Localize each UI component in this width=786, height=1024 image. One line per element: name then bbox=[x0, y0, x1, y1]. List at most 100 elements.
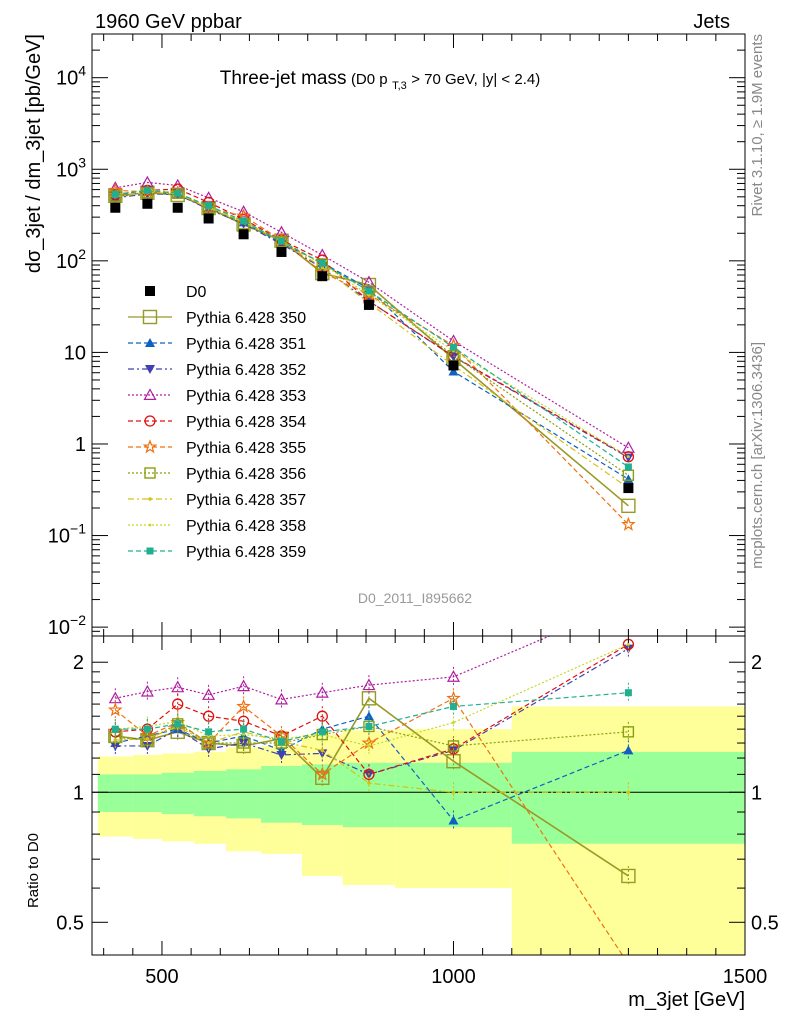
band-inner bbox=[161, 772, 195, 815]
y-tick-label-top: 103 bbox=[56, 154, 86, 181]
series-357-line-ratio bbox=[115, 725, 629, 793]
mcplots-label: mcplots.cern.ch [arXiv:1306.3436] bbox=[749, 342, 766, 569]
y-tick-label-top: 10 bbox=[64, 342, 86, 364]
marker-star bbox=[315, 766, 330, 781]
marker-square bbox=[174, 189, 182, 197]
marker-square bbox=[318, 728, 326, 736]
marker-triangle-up-open bbox=[202, 688, 216, 700]
header-collision: 1960 GeV ppbar bbox=[95, 11, 242, 33]
marker-dot bbox=[242, 733, 246, 736]
band-inner bbox=[226, 769, 262, 819]
legend-label: Pythia 6.428 357 bbox=[186, 492, 306, 509]
rivet-version-label: Rivet 3.1.10, ≥ 1.9M events bbox=[749, 34, 766, 217]
y-tick-label-top: 10−1 bbox=[48, 521, 86, 548]
marker-triangle-up bbox=[448, 815, 459, 825]
y-tick-label-ratio-left: 0.5 bbox=[56, 912, 84, 934]
marker-square-open bbox=[315, 770, 330, 786]
series-355-line-ratio bbox=[114, 697, 624, 955]
marker-star bbox=[142, 439, 158, 454]
marker-square bbox=[205, 202, 213, 210]
series-356-line-ratio bbox=[115, 723, 629, 747]
marker-triangle-down bbox=[145, 365, 155, 374]
marker-circle-open bbox=[363, 768, 375, 781]
legend: D0 Pythia 6.428 350 Pythia 6.428 351 Pythia… bbox=[128, 284, 306, 561]
y-tick-label-top: 10−2 bbox=[48, 612, 86, 639]
marker-square-open bbox=[275, 235, 288, 248]
legend-label: Pythia 6.428 351 bbox=[186, 336, 306, 353]
legend-label: Pythia 6.428 355 bbox=[186, 440, 306, 457]
marker-triangle-up-open bbox=[362, 678, 376, 691]
marker-triangle-up-open bbox=[143, 388, 157, 400]
marker-triangle-up-open bbox=[237, 679, 251, 692]
marker-square-open bbox=[447, 740, 460, 752]
marker-dot bbox=[320, 748, 325, 753]
y-tick-label-ratio-left: 2 bbox=[73, 652, 84, 674]
legend-label: Pythia 6.428 354 bbox=[186, 414, 306, 431]
marker-circle-open bbox=[202, 710, 215, 722]
marker-dot bbox=[145, 736, 150, 741]
marker-square bbox=[449, 702, 457, 710]
marker-star bbox=[623, 958, 634, 969]
marker-square bbox=[318, 259, 326, 267]
top-panel-series bbox=[107, 175, 636, 531]
marker-triangle-up-open bbox=[315, 685, 329, 698]
marker-triangle-up bbox=[623, 474, 634, 484]
header-process: Jets bbox=[693, 11, 730, 33]
legend-label: Pythia 6.428 353 bbox=[186, 388, 306, 405]
marker-square bbox=[624, 689, 632, 697]
marker-triangle-up bbox=[363, 711, 374, 721]
series-layer bbox=[107, 175, 636, 969]
data-point-d0 bbox=[623, 483, 634, 494]
band-inner bbox=[511, 751, 745, 844]
marker-dot bbox=[367, 781, 371, 785]
data-point-d0 bbox=[110, 202, 121, 213]
data-point-d0 bbox=[203, 213, 214, 224]
marker-square-open bbox=[144, 467, 156, 479]
marker-square bbox=[205, 728, 213, 736]
uncertainty-bands bbox=[97, 706, 745, 955]
plot-title-main: Three-jet mass bbox=[220, 68, 347, 89]
y-tick-label-ratio-right: 1 bbox=[751, 782, 762, 804]
series-352-line-ratio bbox=[115, 648, 629, 776]
marker-square bbox=[146, 547, 154, 555]
marker-square-open bbox=[621, 498, 636, 514]
y-tick-label-ratio-right: 2 bbox=[751, 652, 762, 674]
series-354-line-ratio bbox=[115, 643, 629, 776]
ratio-panel-frame bbox=[91, 635, 746, 956]
marker-triangle-up-open bbox=[446, 670, 461, 682]
band-inner bbox=[132, 774, 162, 813]
marker-square bbox=[624, 463, 632, 471]
band-inner bbox=[97, 774, 133, 813]
analysis-id: D0_2011_I895662 bbox=[358, 590, 472, 606]
plot-title: Three-jet mass (D0 p T,3 > 70 GeV, |y| <… bbox=[220, 68, 540, 93]
marker-triangle-up-open bbox=[623, 597, 634, 607]
legend-label: Pythia 6.428 356 bbox=[186, 466, 306, 483]
y-tick-label-top: 1 bbox=[75, 434, 86, 456]
legend-label: Pythia 6.428 352 bbox=[186, 362, 306, 379]
data-point-d0 bbox=[363, 299, 374, 310]
ratio-panel-series bbox=[107, 597, 636, 969]
marker-dot bbox=[148, 523, 152, 527]
legend-marker-d0 bbox=[145, 286, 155, 296]
marker-square bbox=[240, 725, 248, 733]
x-tick-label: 1000 bbox=[431, 966, 476, 988]
data-point-d0 bbox=[238, 229, 249, 240]
marker-square-open bbox=[622, 726, 635, 738]
legend-label-d0: D0 bbox=[186, 284, 207, 301]
marker-dot bbox=[367, 744, 371, 748]
data-point-d0 bbox=[448, 360, 459, 371]
legend-label: Pythia 6.428 359 bbox=[186, 544, 306, 561]
data-point-d0 bbox=[276, 246, 287, 257]
marker-triangle-up bbox=[448, 366, 459, 376]
y-axis-label-ratio: Ratio to D0 bbox=[25, 833, 42, 908]
data-point-d0 bbox=[142, 198, 153, 209]
series-354-line-top bbox=[115, 188, 629, 458]
marker-triangle-up-open bbox=[140, 684, 154, 697]
marker-square bbox=[365, 722, 373, 730]
marker-circle-open bbox=[144, 415, 156, 427]
marker-star bbox=[236, 698, 251, 713]
marker-dot bbox=[626, 642, 630, 646]
marker-square bbox=[143, 186, 151, 194]
marker-circle-open bbox=[172, 698, 184, 710]
